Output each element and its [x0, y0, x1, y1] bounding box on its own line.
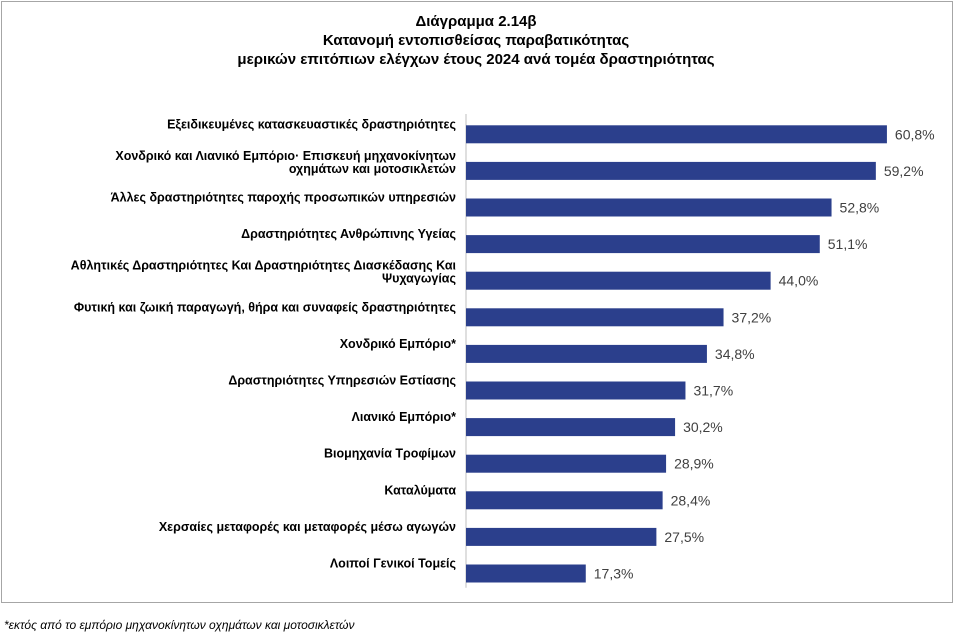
category-label: Αθλητικές Δραστηριότητες Και Δραστηριότη… [71, 259, 457, 273]
category-label: Βιομηχανία Τροφίμων [324, 447, 456, 461]
category-label: Λοιποί Γενικοί Τομείς [330, 557, 456, 571]
bar [466, 308, 724, 327]
category-label: Καταλύματα [384, 483, 456, 497]
data-label: 27,5% [664, 529, 704, 545]
bar [466, 161, 876, 180]
data-label: 17,3% [594, 566, 634, 582]
bar [466, 125, 887, 144]
bar-chart: 60,8% Εξειδικευμένες κατασκευαστικές δρασ… [71, 114, 935, 588]
category-label: Χερσαίες μεταφορές και μεταφορές μέσω αγ… [159, 520, 456, 534]
category-label: Δραστηριότητες Υπηρεσιών Εστίασης [228, 374, 456, 388]
chart-subtitle-line-1: Κατανομή εντοπισθείσας παραβατικότητας [322, 32, 630, 49]
data-label: 28,4% [671, 492, 711, 508]
category-label: οχημάτων και μοτοσικλετών [289, 162, 456, 176]
data-label: 44,0% [779, 273, 819, 289]
category-label: Εξειδικευμένες κατασκευαστικές δραστηριό… [167, 117, 456, 131]
bar [466, 491, 663, 510]
chart-title-block: Διάγραμμα 2.14β Κατανομή εντοπισθείσας π… [0, 12, 952, 69]
data-label: 28,9% [674, 456, 714, 472]
data-label: 37,2% [732, 309, 772, 325]
bar [466, 198, 832, 217]
data-label: 60,8% [895, 126, 935, 142]
bar [466, 381, 686, 400]
category-label: Άλλες δραστηριότητες παροχής προσωπικών … [111, 191, 456, 205]
footnote: *εκτός από το εμπόριο μηχανοκίνητων οχημ… [4, 618, 355, 632]
bar [466, 418, 676, 437]
bar [466, 527, 657, 546]
data-label: 52,8% [840, 200, 880, 216]
category-label: Ψυχαγωγίας [382, 272, 456, 286]
bar [466, 344, 707, 363]
bar [466, 454, 667, 473]
data-label: 59,2% [884, 163, 924, 179]
bar [466, 564, 586, 583]
chart-title: Διάγραμμα 2.14β [415, 13, 537, 30]
category-label: Λιανικό Εμπόριο* [352, 410, 457, 424]
data-label: 30,2% [683, 419, 723, 435]
category-label: Χονδρικό Εμπόριο* [340, 337, 456, 351]
data-label: 34,8% [715, 346, 755, 362]
category-label: Φυτική και ζωική παραγωγή, θήρα και συνα… [74, 300, 456, 314]
data-label: 51,1% [828, 236, 868, 252]
data-label: 31,7% [693, 383, 733, 399]
category-label: Χονδρικό και Λιανικό Εμπόριο· Επισκευή μ… [115, 149, 456, 163]
chart-frame [1, 1, 953, 603]
bar [466, 235, 820, 254]
chart-subtitle-line-2: μερικών επιτόπιων ελέγχων έτους 2024 ανά… [237, 51, 715, 68]
bar [466, 271, 771, 290]
category-label: Δραστηριότητες Ανθρώπινης Υγείας [241, 227, 456, 241]
